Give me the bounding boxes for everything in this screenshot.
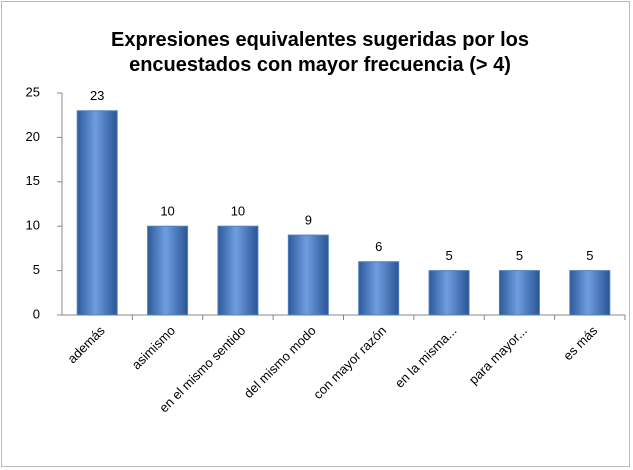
bar	[287, 234, 329, 316]
bar	[358, 261, 400, 316]
x-tick-label: en la misma...	[392, 323, 460, 391]
x-tick-label: además	[64, 323, 108, 367]
x-tick-label: con mayor razón	[310, 323, 389, 402]
x-tick-label: es más	[560, 323, 601, 364]
bar	[76, 110, 118, 316]
data-label: 23	[90, 88, 104, 103]
y-tick-label: 0	[33, 306, 40, 321]
x-tick-label: asimismo	[129, 323, 178, 372]
data-label: 10	[160, 204, 174, 219]
y-tick-label: 5	[33, 262, 40, 277]
y-tick-label: 20	[26, 129, 40, 144]
data-label: 5	[516, 248, 523, 263]
x-tick-label: para mayor...	[466, 323, 530, 387]
y-tick-label: 15	[26, 173, 40, 188]
bar	[217, 225, 259, 316]
data-label: 10	[231, 204, 245, 219]
chart-title: Expresiones equivalentes sugeridas por l…	[111, 29, 529, 76]
x-tick-label: del mismo modo	[241, 323, 319, 401]
bar	[428, 270, 470, 316]
y-tick-label: 25	[26, 84, 40, 99]
data-label: 5	[445, 248, 452, 263]
y-tick-label: 10	[26, 218, 40, 233]
bar	[147, 225, 189, 316]
bar	[498, 270, 540, 316]
data-label: 5	[586, 248, 593, 263]
data-label: 9	[305, 213, 312, 228]
bar	[569, 270, 611, 316]
data-label: 6	[375, 239, 382, 254]
